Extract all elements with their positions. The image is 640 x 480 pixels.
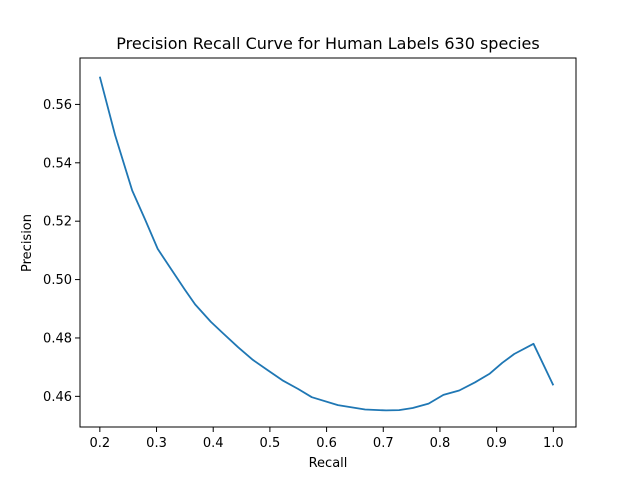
- y-axis: 0.46 0.48 0.50 0.52 0.54 0.56: [43, 98, 80, 405]
- y-tick-label: 0.50: [43, 273, 72, 288]
- y-tick-label: 0.54: [43, 156, 72, 171]
- x-tick-label: 0.4: [203, 436, 224, 451]
- y-tick-label: 0.52: [43, 215, 72, 230]
- x-tick-label: 0.2: [89, 436, 110, 451]
- y-axis-label: Precision: [20, 214, 35, 272]
- x-tick-label: 1.0: [543, 436, 564, 451]
- y-tick-label: 0.56: [43, 98, 72, 113]
- plot-area: [79, 57, 577, 428]
- x-tick-label: 0.3: [146, 436, 167, 451]
- x-axis: 0.2 0.3 0.4 0.5 0.6 0.7 0.8 0.9 1.0: [89, 427, 564, 451]
- x-tick-label: 0.7: [373, 436, 394, 451]
- x-tick-label: 0.9: [486, 436, 507, 451]
- y-tick-label: 0.48: [43, 331, 72, 346]
- precision-recall-line: [98, 76, 555, 412]
- x-axis-label: Recall: [309, 456, 348, 471]
- chart-title: Precision Recall Curve for Human Labels …: [116, 34, 539, 53]
- x-tick-label: 0.8: [430, 436, 451, 451]
- x-tick-label: 0.6: [316, 436, 337, 451]
- x-tick-label: 0.5: [260, 436, 281, 451]
- y-tick-label: 0.46: [43, 390, 72, 405]
